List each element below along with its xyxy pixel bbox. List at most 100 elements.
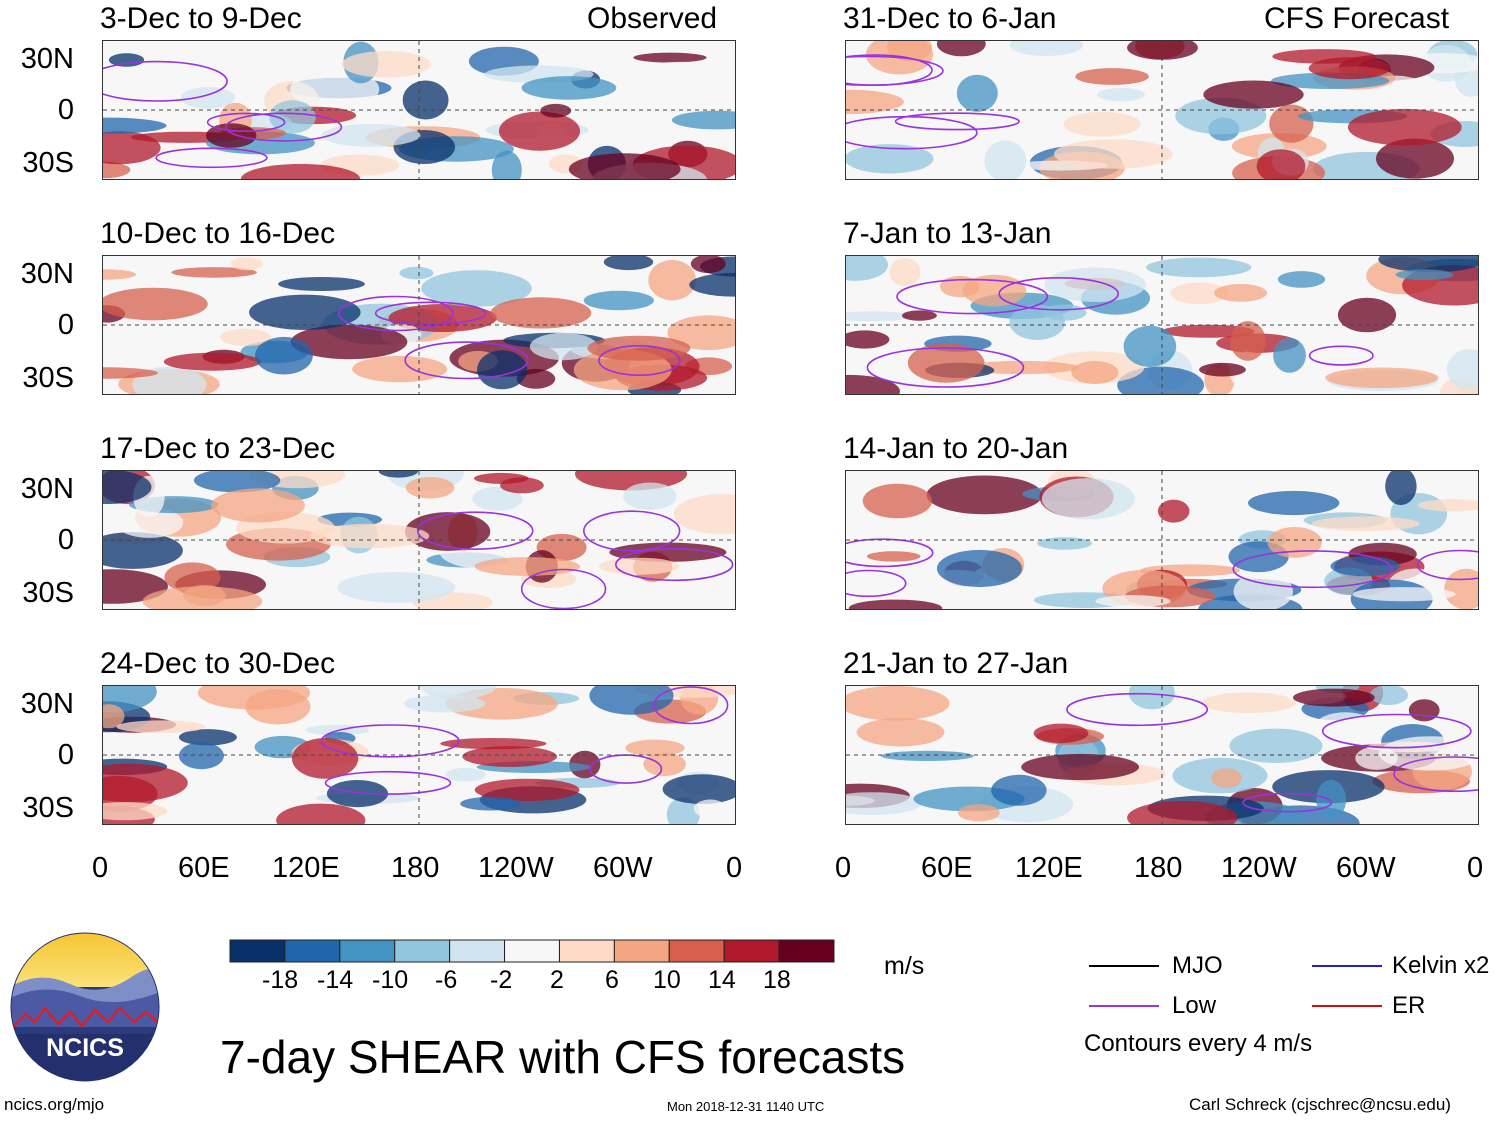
anomaly-patch xyxy=(1256,149,1306,179)
low-contour xyxy=(206,112,286,133)
anomaly-patch xyxy=(625,739,685,757)
low-contour xyxy=(1416,549,1478,581)
anomaly-patch xyxy=(321,123,421,147)
lon-tick-label: 120W xyxy=(478,852,554,884)
anomaly-patch xyxy=(1033,723,1089,743)
anomaly-patch xyxy=(278,603,355,609)
low-contour xyxy=(846,55,944,86)
colorbar-tick: 6 xyxy=(605,966,619,994)
anomaly-patch xyxy=(1248,490,1340,516)
legend-label-mjo: MJO xyxy=(1172,952,1223,979)
low-contour xyxy=(896,278,1049,315)
lon-tick-label: 120W xyxy=(1221,852,1297,884)
low-contour xyxy=(1242,792,1333,813)
lon-tick-label: 60W xyxy=(593,852,653,884)
contour-note: Contours every 4 m/s xyxy=(1084,1030,1313,1057)
anomaly-patch xyxy=(402,80,449,120)
anomaly-patch xyxy=(846,89,904,115)
anomaly-patch xyxy=(276,803,366,824)
anomaly-patch xyxy=(689,273,735,297)
low-contour xyxy=(225,112,343,142)
anomaly-patch xyxy=(1123,325,1177,367)
low-contour xyxy=(520,568,607,609)
anomaly-patch xyxy=(1325,367,1439,389)
main-title: 7-day SHEAR with CFS forecasts xyxy=(220,1031,906,1083)
colorbar-tick: -10 xyxy=(372,966,409,994)
anomaly-patch xyxy=(1042,304,1087,321)
anomaly-patch xyxy=(291,738,359,779)
low-contour xyxy=(374,301,487,325)
anomaly-patch xyxy=(667,315,735,351)
anomaly-patch xyxy=(1316,712,1374,738)
lon-tick-label: 120E xyxy=(272,852,340,884)
colorbar-swatch xyxy=(558,939,615,963)
legend-line-er xyxy=(1312,1005,1382,1007)
anomaly-patch xyxy=(1376,138,1454,179)
legend-label-low: Low xyxy=(1172,992,1217,1019)
panel-title: 24-Dec to 30-Dec xyxy=(100,647,336,680)
colorbar-swatch xyxy=(504,939,560,963)
anomaly-patch xyxy=(269,100,316,134)
anomaly-patch xyxy=(278,277,365,291)
low-contour xyxy=(583,510,681,552)
colorbar xyxy=(229,939,835,970)
anomaly-patch xyxy=(472,486,523,511)
low-contour xyxy=(155,147,268,169)
lon-tick-label: 60E xyxy=(178,852,230,884)
anomaly-patch xyxy=(255,336,313,375)
anomaly-patch xyxy=(846,144,934,174)
anomaly-patch xyxy=(1044,267,1146,302)
low-contour xyxy=(404,341,529,380)
footer-timestamp: Mon 2018-12-31 1140 UTC xyxy=(667,1099,825,1114)
anomaly-patch xyxy=(290,324,408,360)
low-contour xyxy=(338,295,454,332)
anomaly-patch xyxy=(609,542,727,562)
anomaly-patch xyxy=(440,738,547,750)
map-panel xyxy=(845,40,1479,180)
panel-title: 17-Dec to 23-Dec xyxy=(100,432,336,465)
anomaly-patch xyxy=(474,557,581,576)
colorbar-swatch xyxy=(394,939,451,963)
footer-url: ncics.org/mjo xyxy=(4,1095,105,1114)
units-label: m/s xyxy=(884,952,925,980)
anomaly-patch xyxy=(856,718,945,747)
anomaly-patch xyxy=(1230,321,1266,361)
lon-tick-label: 0 xyxy=(1467,852,1484,884)
colorbar-tick: -18 xyxy=(262,966,299,994)
legend-label-kelvin: Kelvin x2 xyxy=(1392,952,1490,979)
anomaly-patch xyxy=(421,270,532,307)
colorbar-swatch xyxy=(284,939,341,963)
anomaly-patch xyxy=(1311,516,1420,531)
anomaly-patch xyxy=(1075,68,1149,85)
lat-tick-label: 0 xyxy=(57,739,74,771)
anomaly-patch xyxy=(1378,256,1478,273)
anomaly-patch xyxy=(648,260,696,301)
anomaly-patch xyxy=(1355,746,1398,770)
colorbar-tick: 18 xyxy=(763,966,791,994)
anomaly-patch xyxy=(164,562,221,593)
anomaly-patch xyxy=(181,87,235,109)
legend-line-kelvin xyxy=(1312,965,1382,967)
anomaly-patch xyxy=(498,111,581,151)
low-contour xyxy=(846,569,907,598)
anomaly-patch xyxy=(249,294,361,330)
anomaly-patch xyxy=(116,720,206,733)
anomaly-patch xyxy=(641,61,729,77)
low-contour xyxy=(103,60,228,102)
anomaly-patch xyxy=(1199,362,1246,377)
anomaly-patch xyxy=(108,53,145,67)
anomaly-patch xyxy=(666,797,700,824)
anomaly-patch xyxy=(310,523,430,549)
colorbar-swatch xyxy=(668,939,725,963)
low-contour xyxy=(846,538,934,568)
anomaly-patch xyxy=(178,729,237,746)
lat-tick-label: 30N xyxy=(20,473,74,505)
anomaly-patch xyxy=(103,763,188,802)
colorbar-swatch xyxy=(723,939,780,963)
lat-tick-label: 30S xyxy=(22,577,74,609)
anomaly-patch xyxy=(1037,537,1092,550)
colorbar-tick: -14 xyxy=(317,966,354,994)
anomaly-patch xyxy=(1053,139,1173,169)
anomaly-patch xyxy=(846,792,922,815)
colorbar-tick: 2 xyxy=(550,966,564,994)
